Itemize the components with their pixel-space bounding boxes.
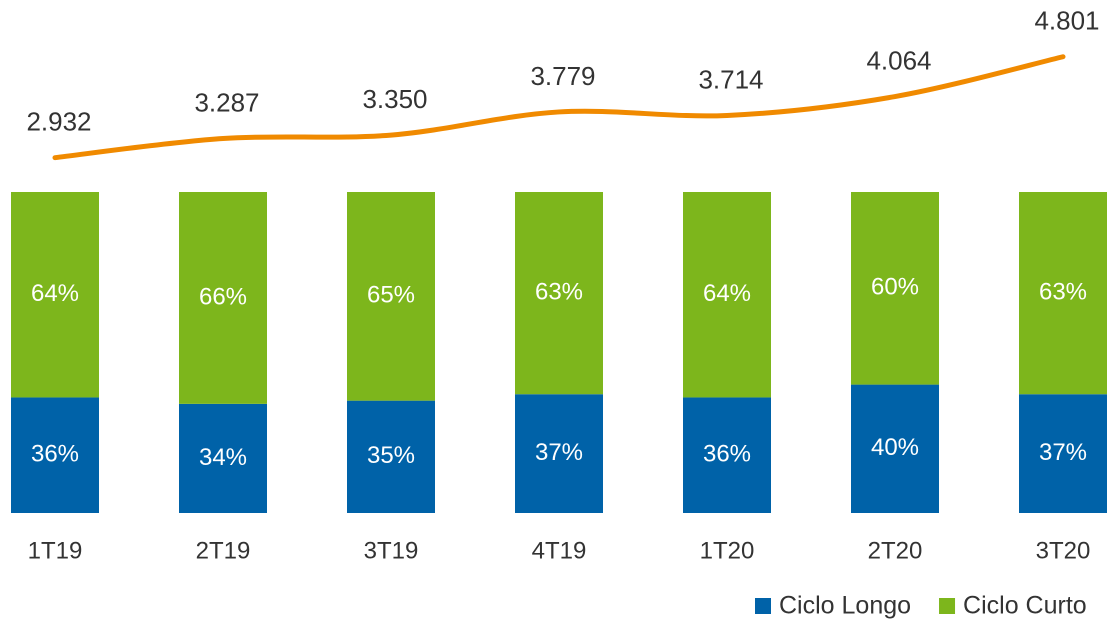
x-tick-label: 1T20 bbox=[700, 537, 755, 564]
bar-segment bbox=[1019, 192, 1107, 395]
x-tick-label: 1T19 bbox=[28, 537, 83, 564]
bar-segment bbox=[683, 192, 771, 398]
x-tick-label: 4T19 bbox=[532, 537, 587, 564]
x-tick-label: 2T20 bbox=[868, 537, 923, 564]
data-label: 37% bbox=[535, 439, 583, 466]
bar-segment bbox=[347, 400, 435, 513]
data-label: 63% bbox=[1039, 278, 1087, 305]
bar-segment bbox=[11, 397, 99, 513]
bar-segment bbox=[515, 394, 603, 513]
bar-segment bbox=[347, 192, 435, 401]
line-label: 4.801 bbox=[1034, 6, 1099, 36]
bar-segment bbox=[851, 192, 939, 385]
line-label: 3.287 bbox=[194, 87, 259, 117]
data-label: 35% bbox=[367, 442, 415, 469]
bar-segment bbox=[851, 384, 939, 513]
bar-segment bbox=[179, 403, 267, 513]
line-label: 2.932 bbox=[26, 107, 91, 137]
data-label: 64% bbox=[31, 280, 79, 307]
data-label: 60% bbox=[871, 274, 919, 301]
line-label: 3.779 bbox=[530, 61, 595, 91]
legend-swatch bbox=[755, 598, 771, 614]
bar-segment bbox=[1019, 394, 1107, 513]
bar-segment bbox=[683, 397, 771, 513]
data-label: 66% bbox=[199, 283, 247, 310]
bar-segment bbox=[179, 192, 267, 404]
legend-label: Ciclo Curto bbox=[963, 592, 1087, 620]
legend-label: Ciclo Longo bbox=[779, 592, 911, 620]
data-label: 36% bbox=[703, 441, 751, 468]
x-tick-label: 2T19 bbox=[196, 537, 251, 564]
line-label: 3.350 bbox=[362, 84, 427, 114]
line-label: 4.064 bbox=[866, 45, 931, 75]
bar-segment bbox=[11, 192, 99, 398]
bar-segment bbox=[515, 192, 603, 395]
line-label: 3.714 bbox=[698, 64, 763, 94]
x-tick-label: 3T19 bbox=[364, 537, 419, 564]
legend-swatch bbox=[939, 598, 956, 614]
data-label: 36% bbox=[31, 441, 79, 468]
data-label: 65% bbox=[367, 282, 415, 309]
data-label: 37% bbox=[1039, 439, 1087, 466]
data-label: 40% bbox=[871, 434, 919, 461]
data-label: 64% bbox=[703, 280, 751, 307]
line bbox=[52, 54, 1066, 161]
data-label: 34% bbox=[199, 444, 247, 471]
x-tick-label: 3T20 bbox=[1036, 537, 1091, 564]
data-label: 63% bbox=[535, 278, 583, 305]
